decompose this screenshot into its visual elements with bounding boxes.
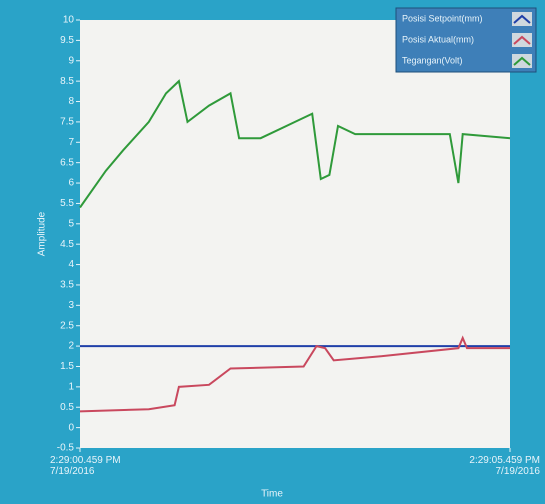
- y-tick-label: -0.5: [57, 443, 75, 454]
- x-tick-label-line: 7/19/2016: [496, 466, 541, 477]
- y-tick-label: 0.5: [60, 402, 74, 413]
- y-tick-label: 1: [68, 381, 74, 392]
- y-tick-label: 8.5: [60, 76, 74, 87]
- y-tick-label: 7: [68, 137, 74, 148]
- y-tick-label: 8: [68, 96, 74, 107]
- y-tick-label: 5.5: [60, 198, 74, 209]
- y-tick-label: 10: [63, 15, 75, 26]
- y-tick-label: 9: [68, 55, 74, 66]
- y-tick-label: 3: [68, 300, 74, 311]
- y-tick-label: 6: [68, 178, 74, 189]
- legend-swatch-box: [512, 12, 532, 26]
- x-tick-label-line: 7/19/2016: [50, 466, 95, 477]
- legend-label: Tegangan(Volt): [402, 55, 463, 65]
- legend-label: Posisi Aktual(mm): [402, 34, 474, 44]
- y-tick-label: 2.5: [60, 320, 74, 331]
- x-tick-label-line: 2:29:05.459 PM: [469, 455, 540, 466]
- y-tick-label: 2: [68, 341, 74, 352]
- y-axis-label: Amplitude: [37, 211, 48, 256]
- y-tick-label: 6.5: [60, 157, 74, 168]
- y-tick-label: 1.5: [60, 361, 74, 372]
- plot-area: [80, 20, 510, 448]
- y-tick-label: 0: [68, 422, 74, 433]
- legend-swatch-box: [512, 54, 532, 68]
- legend-label: Posisi Setpoint(mm): [402, 13, 483, 23]
- y-tick-label: 3.5: [60, 280, 74, 291]
- chart: Time Amplitude -0.5 0 0.5 1 1.5 2 2.5 3 3.5 4 4.5 5…: [0, 0, 545, 504]
- y-tick-label: 7.5: [60, 117, 74, 128]
- y-tick-label: 4: [68, 259, 74, 270]
- legend-swatch-box: [512, 33, 532, 47]
- x-tick-label-line: 2:29:00.459 PM: [50, 455, 121, 466]
- y-tick-label: 4.5: [60, 239, 74, 250]
- y-tick-label: 5: [68, 218, 74, 229]
- y-tick-label: 9.5: [60, 35, 74, 46]
- x-axis-label: Time: [261, 489, 283, 500]
